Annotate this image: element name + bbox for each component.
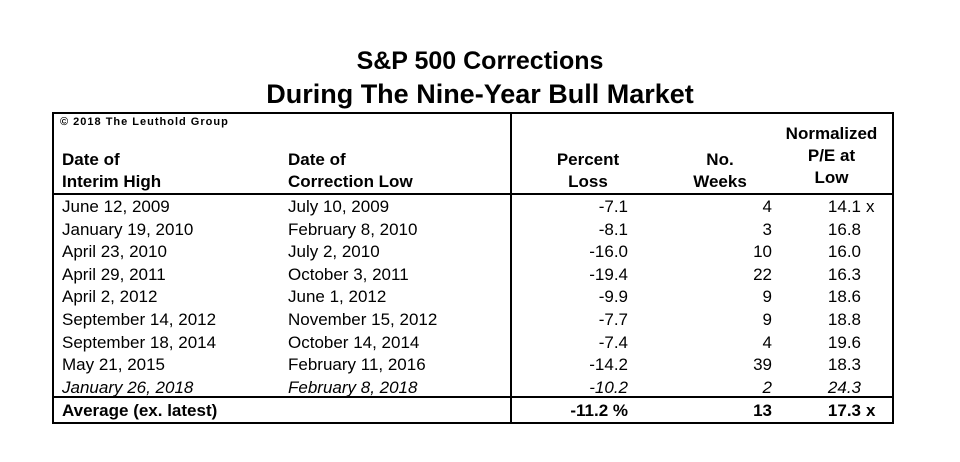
table-title-line2: During The Nine-Year Bull Market: [266, 79, 694, 109]
header-no-weeks-line1: No.: [706, 150, 734, 169]
header-percent-loss: Percent Loss: [528, 149, 648, 193]
cell-percent-loss: -19.4: [589, 264, 628, 284]
average-weeks: 13: [753, 401, 772, 420]
average-rule: [54, 396, 892, 398]
column-divider: [510, 114, 512, 422]
cell-correction-low: July 2, 2010: [288, 242, 380, 262]
average-pe-suffix: x: [866, 401, 876, 420]
cell-normalized-pe: 14.1: [827, 197, 861, 216]
cell-no-weeks: 2: [762, 377, 772, 397]
copyright-notice: © 2018 The Leuthold Group: [60, 116, 229, 128]
average-pe: 17.3: [827, 401, 861, 420]
cell-interim-high: January 19, 2010: [62, 219, 194, 239]
cell-interim-high: May 21, 2015: [62, 355, 166, 375]
cell-normalized-pe: 18.8: [827, 310, 861, 329]
header-percent-loss-line2: Loss: [568, 172, 608, 191]
cell-percent-loss: -7.7: [598, 310, 628, 329]
cell-no-weeks: 4: [762, 332, 772, 352]
cell-interim-high: September 14, 2012: [62, 310, 217, 329]
cell-correction-low: October 3, 2011: [288, 264, 409, 284]
cell-no-weeks: 9: [762, 287, 772, 307]
cell-no-weeks: 39: [753, 355, 772, 375]
header-normalized-pe: Normalized P/E at Low: [769, 123, 894, 189]
cell-interim-high: April 2, 2012: [62, 287, 158, 307]
header-interim-high: Date of Interim High: [62, 149, 161, 193]
average-loss: -11.2 %: [570, 401, 628, 420]
cell-normalized-pe: 18.6: [827, 287, 861, 307]
cell-interim-high: January 26, 2018: [62, 377, 194, 397]
cell-interim-high: April 29, 2011: [62, 264, 166, 284]
header-normalized-pe-line1: Normalized: [785, 124, 878, 143]
header-percent-loss-line1: Percent: [556, 150, 620, 169]
cell-no-weeks: 4: [762, 197, 772, 216]
header-correction-low: Date of Correction Low: [288, 149, 413, 193]
cell-percent-loss: -10.2: [589, 377, 628, 397]
header-interim-high-line2: Interim High: [62, 172, 162, 191]
table-title-line1: S&P 500 Corrections: [356, 47, 604, 75]
header-correction-low-line2: Correction Low: [288, 172, 413, 191]
cell-correction-low: February 8, 2010: [288, 219, 418, 239]
corrections-table: © 2018 The Leuthold Group Date of Interi…: [52, 112, 894, 424]
cell-no-weeks: 10: [753, 242, 772, 262]
cell-normalized-pe: 24.3: [827, 377, 861, 397]
cell-percent-loss: -8.1: [598, 219, 628, 239]
cell-no-weeks: 22: [753, 264, 772, 284]
cell-percent-loss: -7.4: [598, 332, 628, 352]
header-no-weeks-line2: Weeks: [693, 172, 747, 191]
cell-correction-low: July 10, 2009: [288, 197, 390, 216]
cell-normalized-pe: 16.0: [827, 242, 861, 262]
cell-percent-loss: -16.0: [589, 242, 628, 262]
header-no-weeks: No. Weeks: [680, 149, 760, 193]
cell-normalized-pe: 19.6: [827, 332, 861, 352]
cell-interim-high: September 18, 2014: [62, 332, 217, 352]
cell-correction-low: February 11, 2016: [288, 355, 426, 375]
cell-no-weeks: 3: [762, 219, 772, 239]
header-normalized-pe-line2: P/E at: [807, 146, 856, 165]
average-label: Average (ex. latest): [62, 401, 218, 420]
cell-percent-loss: -7.1: [598, 197, 628, 216]
cell-interim-high: June 12, 2009: [62, 197, 170, 216]
cell-percent-loss: -9.9: [598, 287, 628, 307]
cell-pe-suffix: x: [866, 197, 875, 216]
header-correction-low-line1: Date of: [288, 150, 346, 169]
cell-percent-loss: -14.2: [589, 355, 628, 375]
cell-correction-low: October 14, 2014: [288, 332, 420, 352]
cell-correction-low: February 8, 2018: [288, 377, 418, 397]
cell-correction-low: June 1, 2012: [288, 287, 387, 307]
header-normalized-pe-line3: Low: [814, 168, 849, 187]
cell-no-weeks: 9: [762, 310, 772, 329]
cell-normalized-pe: 18.3: [827, 355, 861, 375]
header-interim-high-line1: Date of: [62, 150, 120, 169]
header-rule: [54, 193, 892, 195]
cell-interim-high: April 23, 2010: [62, 242, 167, 262]
cell-normalized-pe: 16.8: [827, 219, 861, 239]
cell-correction-low: November 15, 2012: [288, 310, 438, 329]
cell-normalized-pe: 16.3: [827, 264, 861, 284]
